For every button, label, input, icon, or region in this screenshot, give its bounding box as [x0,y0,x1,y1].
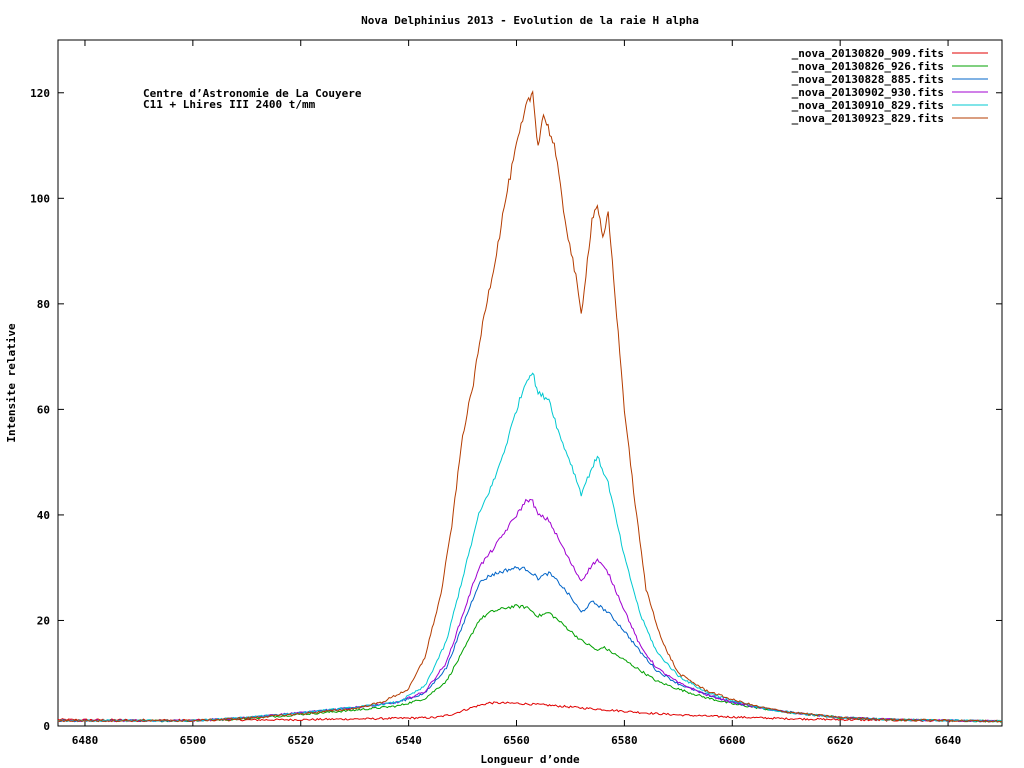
chart-title: Nova Delphinius 2013 - Evolution de la r… [361,14,699,27]
x-tick-label: 6480 [72,734,99,747]
series-line-3 [57,565,1003,723]
legend-label: _nova_20130828_885.fits [792,73,944,86]
x-tick-label: 6500 [180,734,207,747]
y-tick-label: 0 [43,720,50,733]
y-tick-label: 40 [37,509,50,522]
series-line-5 [57,372,1003,723]
legend-label: _nova_20130910_829.fits [792,99,944,112]
y-tick-label: 20 [37,614,50,627]
legend-label: _nova_20130826_926.fits [792,60,944,73]
y-tick-label: 120 [30,87,50,100]
legend-label: _nova_20130923_829.fits [792,112,944,125]
x-axis-label: Longueur d’onde [480,753,580,766]
legend-label: _nova_20130902_930.fits [792,86,944,99]
legend: _nova_20130820_909.fits_nova_20130826_92… [792,47,988,125]
x-axis-ticks: 6480 6500 6520 6540 6560 6580 6600 6620 6640 [72,40,962,747]
y-tick-label: 60 [37,403,50,416]
plot-frame [57,39,1003,727]
y-axis-label: Intensite relative [5,323,18,443]
x-tick-label: 6520 [287,734,314,747]
x-tick-label: 6580 [611,734,638,747]
x-tick-label: 6560 [503,734,530,747]
x-tick-label: 6600 [719,734,746,747]
x-tick-label: 6640 [935,734,962,747]
legend-label: _nova_20130820_909.fits [792,47,944,60]
y-axis-ticks: 0 20 40 60 80 100 120 [30,87,1002,733]
annotation-line-2: C11 + Lhires III 2400 t/mm [143,98,316,111]
x-tick-label: 6540 [395,734,422,747]
annotation-line-1: Centre d’Astronomie de La Couyere [143,87,362,100]
y-tick-label: 80 [37,298,50,311]
series-line-2 [57,604,1003,723]
series-line-1 [57,701,1003,723]
series-line-4 [57,498,1003,723]
series-lines [57,90,1003,723]
y-tick-label: 100 [30,192,50,205]
series-line-6 [57,90,1003,723]
x-tick-label: 6620 [827,734,854,747]
